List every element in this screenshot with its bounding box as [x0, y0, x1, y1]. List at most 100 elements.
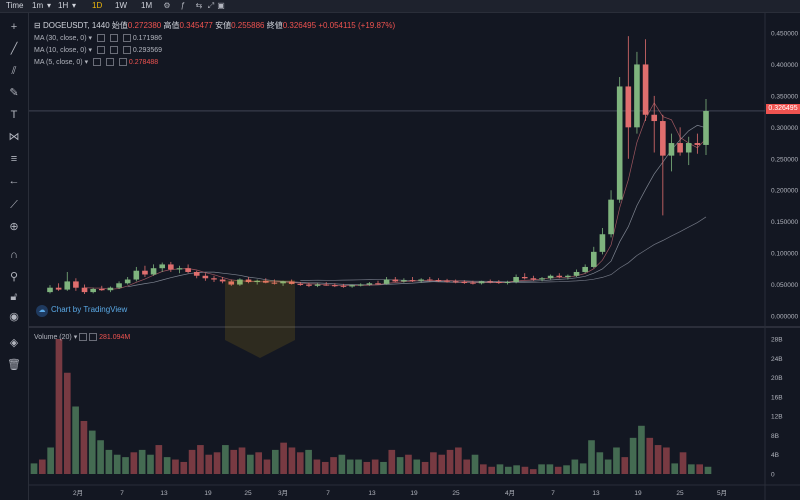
candle[interactable]: [435, 278, 442, 283]
close-icon[interactable]: [118, 58, 127, 67]
candle[interactable]: [668, 133, 675, 172]
candle[interactable]: [496, 280, 502, 284]
candle[interactable]: [677, 127, 683, 156]
candle[interactable]: [616, 77, 623, 203]
candle[interactable]: [418, 278, 424, 283]
close-icon[interactable]: [122, 34, 131, 43]
fullscreen-icon[interactable]: ⤢: [207, 1, 215, 10]
time-label[interactable]: Time: [6, 1, 24, 10]
fib-icon[interactable]: ≡: [10, 153, 18, 165]
pattern-icon[interactable]: ⋈: [8, 131, 20, 143]
chevron-down-icon[interactable]: ▾: [47, 1, 52, 10]
candle[interactable]: [357, 283, 364, 287]
magnet-icon[interactable]: ∩: [10, 249, 18, 261]
candle[interactable]: [211, 275, 217, 283]
candle[interactable]: [124, 277, 131, 285]
candle[interactable]: [168, 261, 174, 272]
candle[interactable]: [228, 279, 235, 286]
candle[interactable]: [349, 284, 355, 288]
candle[interactable]: [107, 286, 114, 293]
candle[interactable]: [426, 277, 433, 282]
settings-icon[interactable]: [89, 333, 98, 342]
save-icon[interactable]: ▣: [217, 1, 225, 10]
settings-icon[interactable]: ⚙: [163, 1, 171, 10]
candle[interactable]: [297, 282, 304, 286]
candle[interactable]: [530, 275, 537, 281]
candle[interactable]: [642, 39, 649, 122]
candle[interactable]: [694, 133, 701, 154]
trash-icon[interactable]: 🗑︎: [7, 359, 21, 371]
interval-dropdown[interactable]: 1m: [32, 1, 44, 10]
candle[interactable]: [660, 114, 666, 216]
zoom-icon[interactable]: ⊕: [9, 221, 19, 233]
candle[interactable]: [375, 280, 381, 285]
candle[interactable]: [539, 277, 545, 282]
candle[interactable]: [685, 136, 692, 166]
candle[interactable]: [150, 264, 157, 276]
candle[interactable]: [504, 280, 511, 285]
candle[interactable]: [599, 227, 606, 255]
brush-icon[interactable]: ✎: [9, 87, 19, 99]
candle[interactable]: [634, 51, 640, 134]
layers-icon[interactable]: ◈: [9, 337, 19, 349]
candle[interactable]: [608, 190, 614, 238]
candle[interactable]: [478, 280, 485, 285]
candle[interactable]: [237, 278, 243, 286]
candle[interactable]: [547, 274, 554, 280]
candle[interactable]: [262, 278, 269, 284]
candle[interactable]: [193, 270, 200, 279]
candle[interactable]: [185, 264, 191, 274]
interval-1w[interactable]: 1W: [115, 1, 127, 10]
candle[interactable]: [288, 279, 295, 285]
candle[interactable]: [314, 283, 321, 288]
candle[interactable]: [625, 36, 632, 159]
candle[interactable]: [590, 246, 597, 269]
candle[interactable]: [55, 283, 62, 291]
interval-1d[interactable]: 1D: [92, 1, 103, 10]
candle[interactable]: [176, 265, 183, 274]
candle[interactable]: [245, 277, 252, 284]
candle[interactable]: [340, 283, 347, 288]
visibility-toggle-icon[interactable]: [96, 46, 105, 55]
collapse-icon[interactable]: ⊟: [34, 21, 41, 30]
candle[interactable]: [401, 278, 407, 283]
candle[interactable]: [47, 285, 53, 294]
candle[interactable]: [90, 287, 96, 294]
candle[interactable]: [470, 280, 476, 285]
candle[interactable]: [366, 282, 373, 286]
settings-icon[interactable]: [106, 58, 115, 67]
candle[interactable]: [582, 264, 588, 274]
candle[interactable]: [202, 273, 209, 281]
arrow-left-icon[interactable]: ←: [8, 175, 20, 187]
candle[interactable]: [280, 280, 286, 286]
chevron-down-icon[interactable]: ▾: [72, 1, 77, 10]
lock-icon[interactable]: 🔓︎: [10, 291, 18, 303]
hour-dropdown[interactable]: 1H: [58, 1, 69, 10]
interval-1m[interactable]: 1M: [141, 1, 153, 10]
candle[interactable]: [487, 279, 494, 284]
settings-icon[interactable]: [109, 34, 118, 43]
candle[interactable]: [142, 265, 148, 278]
chevron-down-icon[interactable]: ▾: [88, 47, 92, 54]
candle[interactable]: [651, 95, 658, 153]
chevron-down-icon[interactable]: ▾: [84, 59, 89, 66]
crosshair-icon[interactable]: +: [10, 21, 18, 33]
parallel-channel-icon[interactable]: ⫽: [11, 65, 17, 77]
visibility-toggle-icon[interactable]: [96, 34, 105, 43]
candle[interactable]: [332, 283, 338, 288]
candle[interactable]: [116, 281, 122, 289]
candle[interactable]: [409, 277, 416, 283]
candle[interactable]: [133, 266, 140, 282]
candle[interactable]: [159, 262, 166, 272]
candle[interactable]: [392, 277, 399, 283]
candle[interactable]: [98, 285, 105, 291]
visibility-toggle-icon[interactable]: [79, 333, 88, 342]
chevron-down-icon[interactable]: ▾: [73, 334, 78, 341]
eye-icon[interactable]: ◉: [9, 311, 19, 323]
candle[interactable]: [452, 279, 459, 284]
candle[interactable]: [461, 280, 468, 284]
close-icon[interactable]: [122, 46, 131, 55]
ruler-icon[interactable]: ⟋: [10, 199, 18, 211]
candle[interactable]: [81, 284, 88, 294]
